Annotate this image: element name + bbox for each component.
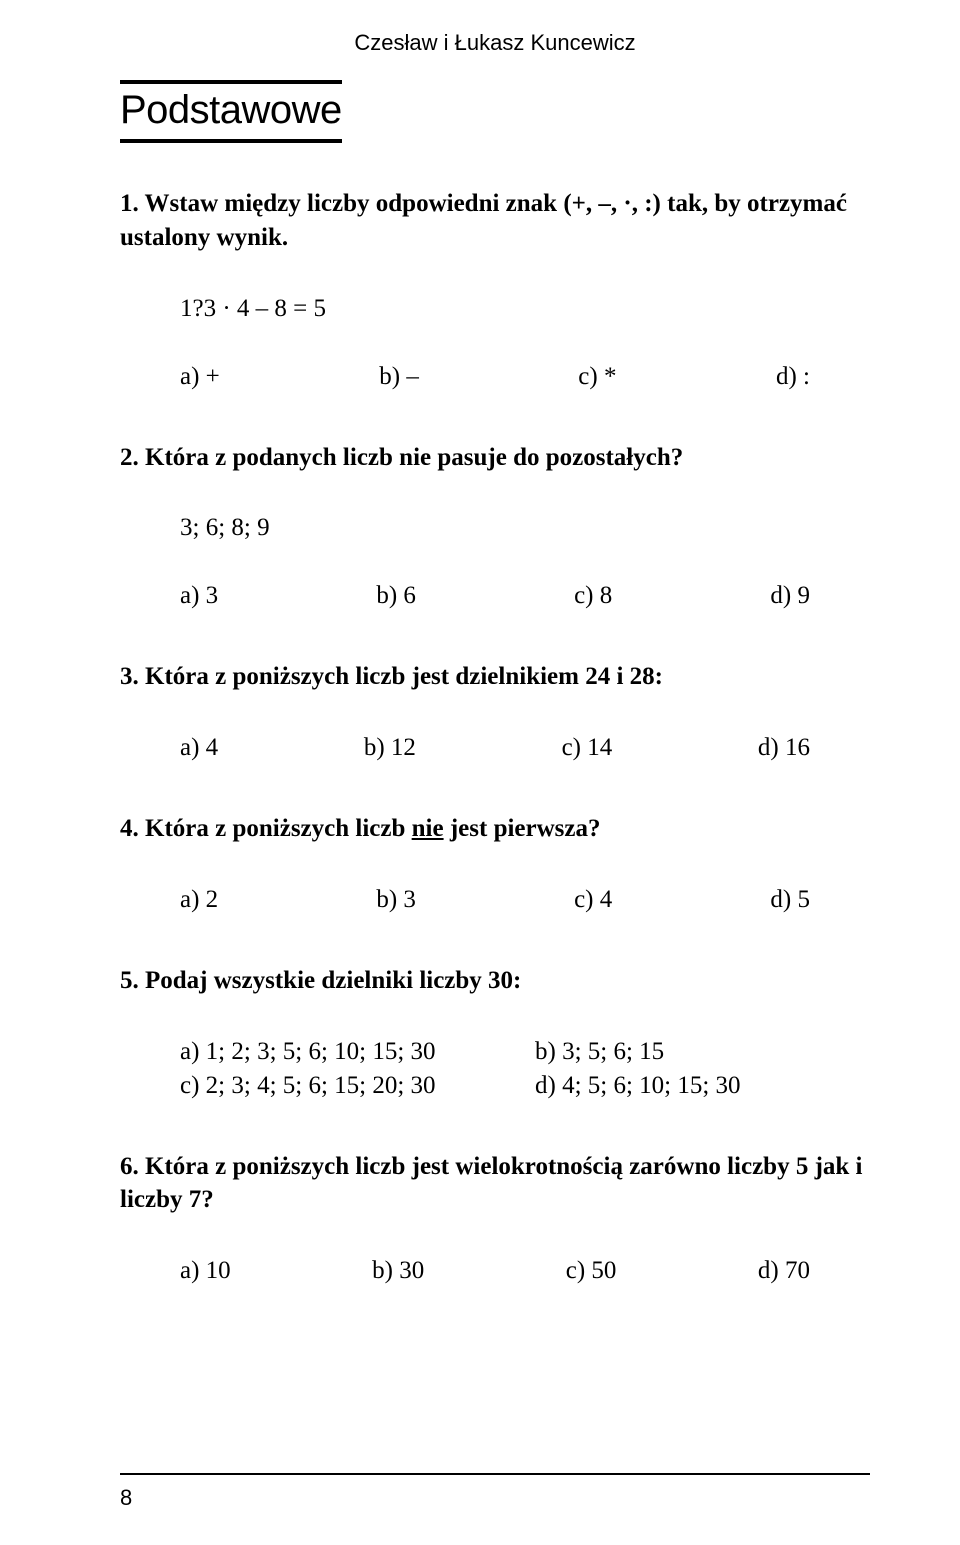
problem-2: 2. Która z podanych liczb nie pasuje do …: [120, 441, 870, 611]
problem-1-given: 1?3 · 4 – 8 = 5: [180, 295, 870, 323]
option-a: a) 1; 2; 3; 5; 6; 10; 15; 30: [180, 1038, 515, 1066]
problem-2-options: a) 3 b) 6 c) 8 d) 9: [180, 582, 870, 610]
problem-4-prompt-underline: nie: [412, 815, 444, 842]
section-title: Podstawowe: [120, 80, 342, 143]
problem-3: 3. Która z poniższych liczb jest dzielni…: [120, 660, 870, 762]
option-b: b) 6: [376, 582, 416, 610]
page-number: 8: [120, 1485, 132, 1511]
problem-6-prompt: 6. Która z poniższych liczb jest wielokr…: [120, 1150, 870, 1218]
problem-3-prompt: 3. Która z poniższych liczb jest dzielni…: [120, 660, 870, 694]
problem-1: 1. Wstaw między liczby odpowiedni znak (…: [120, 187, 870, 391]
option-b: b) 3; 5; 6; 15: [535, 1038, 870, 1066]
problem-2-given: 3; 6; 8; 9: [180, 514, 870, 542]
option-a: a) 4: [180, 734, 218, 762]
problem-4-prompt-post: jest pierwsza?: [444, 815, 601, 842]
problem-4-options: a) 2 b) 3 c) 4 d) 5: [180, 886, 870, 914]
problem-5: 5. Podaj wszystkie dzielniki liczby 30: …: [120, 964, 870, 1100]
option-c: c) 50: [566, 1257, 617, 1285]
problem-6-options: a) 10 b) 30 c) 50 d) 70: [180, 1257, 870, 1285]
option-b: b) 3: [376, 886, 416, 914]
problem-5-prompt: 5. Podaj wszystkie dzielniki liczby 30:: [120, 964, 870, 998]
option-d: d) 4; 5; 6; 10; 15; 30: [535, 1072, 870, 1100]
option-b: b) –: [379, 363, 419, 391]
problem-4-prompt: 4. Która z poniższych liczb nie jest pie…: [120, 812, 870, 846]
problem-4: 4. Która z poniższych liczb nie jest pie…: [120, 812, 870, 914]
problem-1-options: a) + b) – c) * d) :: [180, 363, 870, 391]
option-a: a) 3: [180, 582, 218, 610]
option-c: c) 8: [574, 582, 612, 610]
problem-1-prompt: 1. Wstaw między liczby odpowiedni znak (…: [120, 187, 870, 255]
authors: Czesław i Łukasz Kuncewicz: [120, 30, 870, 56]
problem-4-prompt-pre: 4. Która z poniższych liczb: [120, 815, 412, 842]
option-a: a) +: [180, 363, 220, 391]
option-c: c) 14: [562, 734, 613, 762]
option-d: d) 16: [758, 734, 810, 762]
option-d: d) 9: [770, 582, 810, 610]
option-b: b) 12: [364, 734, 416, 762]
option-c: c) *: [578, 363, 616, 391]
problem-6: 6. Która z poniższych liczb jest wielokr…: [120, 1150, 870, 1286]
option-a: a) 10: [180, 1257, 231, 1285]
option-c: c) 4: [574, 886, 612, 914]
footer-rule: [120, 1473, 870, 1475]
option-d: d) 5: [770, 886, 810, 914]
option-c: c) 2; 3; 4; 5; 6; 15; 20; 30: [180, 1072, 515, 1100]
problem-5-options: a) 1; 2; 3; 5; 6; 10; 15; 30 b) 3; 5; 6;…: [180, 1038, 870, 1100]
problem-2-prompt: 2. Która z podanych liczb nie pasuje do …: [120, 441, 870, 475]
option-a: a) 2: [180, 886, 218, 914]
option-d: d) 70: [758, 1257, 810, 1285]
option-d: d) :: [776, 363, 810, 391]
option-b: b) 30: [372, 1257, 424, 1285]
problem-3-options: a) 4 b) 12 c) 14 d) 16: [180, 734, 870, 762]
